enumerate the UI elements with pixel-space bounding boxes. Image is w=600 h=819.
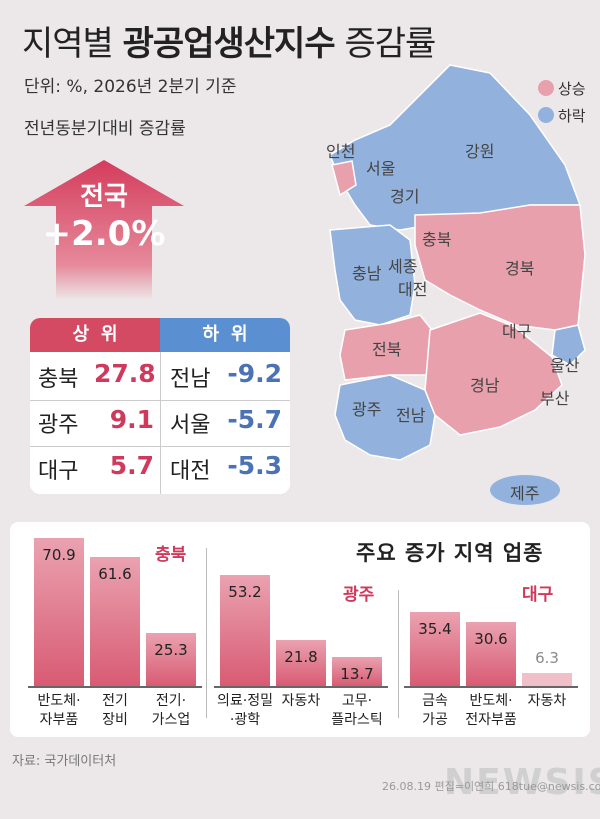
map-label: 충남	[352, 264, 382, 283]
industry-value-label: 6.3	[535, 648, 559, 667]
group-label: 대구	[522, 585, 554, 605]
ranking-bottom-header: 하위	[160, 318, 290, 352]
map-jeju-region	[490, 475, 560, 505]
map-label: 전남	[396, 406, 426, 425]
group-label: 충북	[155, 545, 187, 565]
group-baseline	[404, 686, 578, 688]
map-label: 강원	[465, 142, 495, 161]
map-jeonnam-region	[334, 374, 436, 461]
map-label: 경기	[390, 187, 420, 206]
bottom-region: 대전	[170, 459, 211, 484]
map-label: 서울	[366, 159, 396, 178]
industry-bar	[522, 672, 572, 686]
map-label: 경북	[505, 259, 535, 278]
industry-category-label: 반도체· 자부품	[37, 693, 81, 728]
ranking-table: 상위 하위 충북 27.8 전남 -9.2 광주 9.1 서울 -5.7 대구 …	[30, 318, 290, 494]
page-title: 지역별 광공업생산지수 증감률	[22, 24, 436, 64]
map-label: 제주	[510, 484, 540, 503]
industry-bar	[332, 657, 382, 686]
industry-value-label: 70.9	[42, 546, 76, 564]
bottom-value: -9.2	[227, 359, 282, 388]
ranking-row: 광주 9.1 서울 -5.7	[30, 401, 290, 447]
industry-value-label: 30.6	[474, 630, 508, 649]
group-divider	[206, 548, 207, 718]
bottom-region: 서울	[170, 413, 211, 438]
industry-value-label: 13.7	[340, 665, 374, 684]
industry-category-label: 고무· 플라스틱	[331, 693, 383, 728]
industry-category-label: 자동차	[527, 693, 567, 709]
subtitle: 전년동분기대비 증감률	[24, 119, 186, 139]
industry-bar	[410, 612, 460, 686]
top-value: 9.1	[109, 405, 154, 434]
source-note: 자료: 국가데이터처	[12, 754, 117, 769]
group-baseline	[214, 686, 388, 688]
map-label: 세종	[388, 257, 418, 276]
industry-bar	[34, 538, 84, 686]
industry-category-label: 전기 장비	[102, 693, 128, 728]
industry-bar	[146, 633, 196, 686]
map-gyeongnam-region	[424, 312, 563, 436]
map-gangwon-gyeonggi-region	[329, 64, 582, 231]
industry-value-label: 53.2	[228, 582, 262, 601]
bottom-region: 전남	[170, 367, 211, 392]
map-label: 대전	[398, 280, 428, 299]
group-divider	[398, 590, 399, 718]
national-value: +2.0%	[42, 214, 166, 254]
industry-value-label: 21.8	[284, 648, 318, 667]
industry-bar	[220, 574, 270, 686]
industry-category-label: 반도체· 전자부품	[465, 693, 517, 728]
bottom-value: -5.7	[227, 405, 282, 434]
map-label: 울산	[550, 356, 580, 375]
map-label: 부산	[540, 389, 570, 408]
map-label: 경남	[470, 376, 500, 395]
industry-category-label: 전기· 가스업	[151, 693, 191, 728]
top-value: 5.7	[109, 451, 154, 480]
industry-category-label: 금속 가공	[422, 693, 448, 728]
map-label: 전북	[372, 340, 402, 359]
top-value: 27.8	[94, 359, 156, 388]
industry-bar	[276, 640, 326, 686]
industry-bar	[90, 557, 140, 686]
row-divider	[30, 400, 290, 401]
map-label: 광주	[352, 400, 382, 419]
ranking-row: 충북 27.8 전남 -9.2	[30, 355, 290, 401]
korea-map	[329, 64, 586, 505]
top-region: 광주	[38, 413, 79, 438]
credit-line: 26.08.19 편집=이연희 618tue@newsis.com	[382, 780, 600, 793]
industry-value-label: 25.3	[154, 641, 188, 660]
legend-up-label: 상승	[558, 80, 586, 98]
national-label: 전국	[80, 182, 128, 212]
top-region: 충북	[38, 367, 79, 392]
industry-value-label: 35.4	[418, 620, 452, 639]
map-label: 충북	[422, 230, 452, 249]
legend-up-swatch	[538, 80, 554, 96]
top-region: 대구	[38, 459, 79, 484]
national-up-arrow-icon	[24, 160, 184, 300]
group-label: 광주	[343, 585, 375, 605]
bottom-value: -5.3	[227, 451, 282, 480]
legend-down-label: 하락	[558, 107, 586, 125]
ranking-divider	[160, 352, 161, 494]
map-label: 대구	[502, 322, 532, 341]
industry-category-label: 자동차	[281, 693, 321, 709]
row-divider	[30, 446, 290, 447]
ranking-row: 대구 5.7 대전 -5.3	[30, 447, 290, 493]
ranking-top-header: 상위	[30, 318, 160, 352]
industry-bar	[466, 622, 516, 686]
map-chungbuk-gyeongbuk-region	[414, 204, 586, 331]
map-incheon-region	[331, 160, 357, 197]
map-label: 인천	[326, 142, 356, 161]
unit-note: 단위: %, 2026년 2분기 기준	[24, 77, 237, 97]
industry-category-label: 의료·정밀 ·광학	[217, 693, 273, 728]
legend-down-swatch	[538, 107, 554, 123]
industries-title: 주요 증가 지역 업종	[356, 541, 544, 565]
industry-value-label: 61.6	[98, 565, 132, 584]
newsis-logo: NEWSIS	[444, 762, 600, 803]
group-baseline	[28, 686, 202, 688]
map-chungnam-region	[329, 224, 416, 326]
